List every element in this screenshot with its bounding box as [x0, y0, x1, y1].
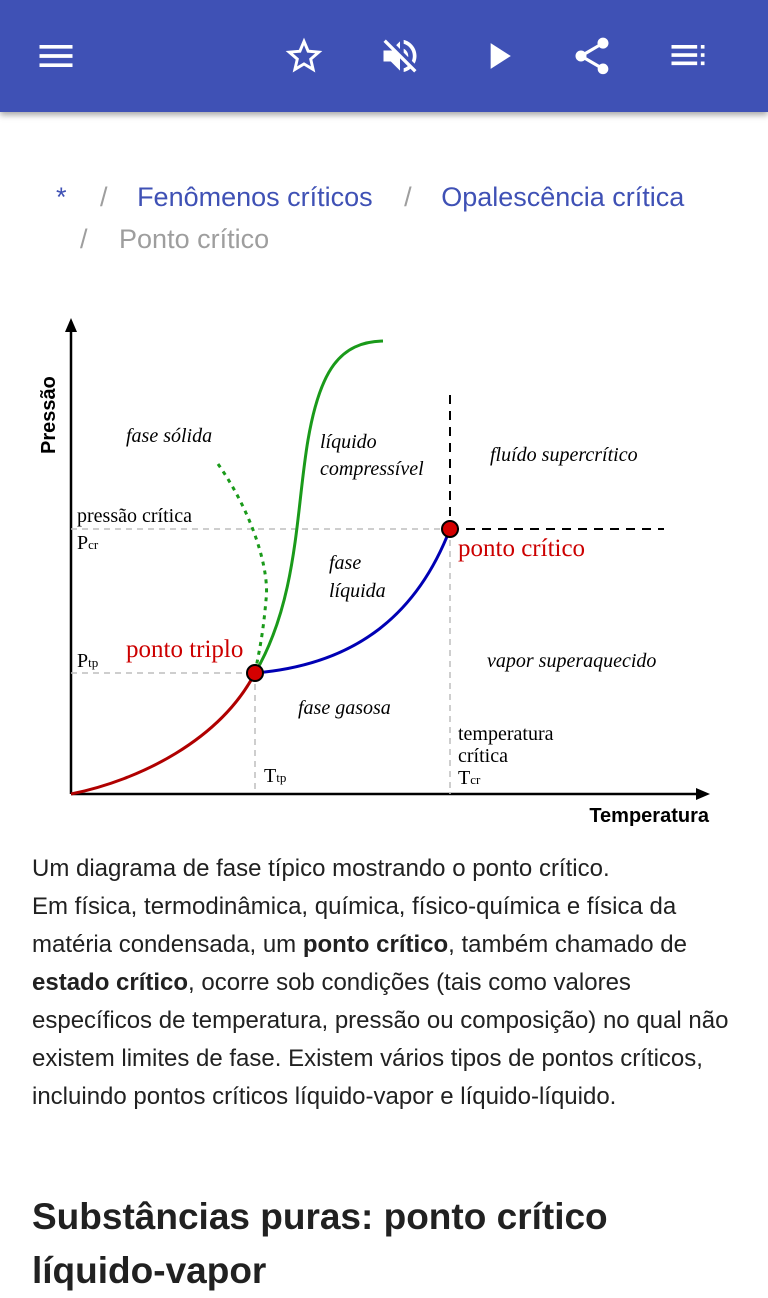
x-axis-label: Temperatura	[589, 805, 710, 827]
region-superheated-label: vapor superaquecido	[487, 650, 656, 672]
favorite-button[interactable]	[276, 28, 332, 84]
article-body: Um diagrama de fase típico mostrando o p…	[32, 850, 737, 1116]
region-liquid-label-1: fase	[329, 552, 361, 574]
share-button[interactable]	[564, 28, 620, 84]
menu-icon	[39, 45, 73, 67]
triple-point-label: ponto triplo	[126, 636, 243, 663]
critical-temperature-label-2: crítica	[458, 745, 508, 767]
app-bar	[0, 0, 768, 112]
intro-paragraph: Em física, termodinâmica, química, físic…	[32, 893, 729, 1110]
phase-diagram[interactable]: Pressão Temperatura fase sólida líquido …	[30, 300, 730, 840]
sublimation-curve	[70, 672, 257, 796]
volume-off-icon	[383, 39, 417, 73]
critical-pressure-label: pressão crítica	[77, 505, 192, 527]
playlist-icon	[671, 45, 705, 66]
y-axis-arrow	[65, 318, 77, 332]
y-axis-label: Pressão	[38, 376, 60, 454]
vaporization-curve	[254, 528, 452, 675]
pcr-label: Pcr	[77, 532, 99, 554]
breadcrumb-item-opalescencia[interactable]: Opalescência crítica	[441, 182, 685, 212]
x-axis-arrow	[696, 788, 710, 800]
play-icon	[490, 43, 511, 69]
breadcrumb-separator: /	[100, 182, 108, 212]
star-outline-icon	[285, 37, 323, 73]
breadcrumb-item-fenomenos[interactable]: Fenômenos críticos	[137, 182, 373, 212]
melting-curve	[253, 339, 384, 674]
critical-point-label: ponto crítico	[458, 535, 585, 562]
section-heading: Substâncias puras: ponto crítico líquido…	[32, 1196, 608, 1291]
critical-temperature-label-1: temperatura	[458, 723, 554, 745]
breadcrumb-root[interactable]: *	[56, 182, 67, 212]
region-compressible-label-2: compressível	[320, 458, 424, 480]
mute-button[interactable]	[372, 28, 428, 84]
ttp-label: Ttp	[264, 765, 286, 787]
critical-point-marker	[441, 520, 459, 538]
share-icon	[575, 37, 609, 75]
region-supercritical-label: fluído supercrítico	[490, 444, 638, 466]
image-caption: Um diagrama de fase típico mostrando o p…	[32, 855, 610, 882]
triple-point-marker	[246, 664, 264, 682]
bold-term-critical-state: estado crítico	[32, 969, 189, 996]
breadcrumb-separator: /	[404, 182, 412, 212]
menu-button[interactable]	[28, 28, 84, 84]
play-button[interactable]	[470, 28, 526, 84]
region-solid-label: fase sólida	[126, 425, 212, 447]
breadcrumb-current: Ponto crítico	[119, 224, 270, 254]
region-compressible-label-1: líquido	[320, 431, 377, 453]
playlist-button[interactable]	[660, 28, 716, 84]
tcr-label: Tcr	[458, 767, 481, 789]
region-gas-label: fase gasosa	[298, 697, 391, 719]
bold-term-critical-point: ponto crítico	[302, 931, 449, 958]
ptp-label: Ptp	[77, 650, 98, 672]
region-liquid-label-2: líquida	[329, 580, 386, 602]
breadcrumb-separator: /	[80, 224, 88, 254]
